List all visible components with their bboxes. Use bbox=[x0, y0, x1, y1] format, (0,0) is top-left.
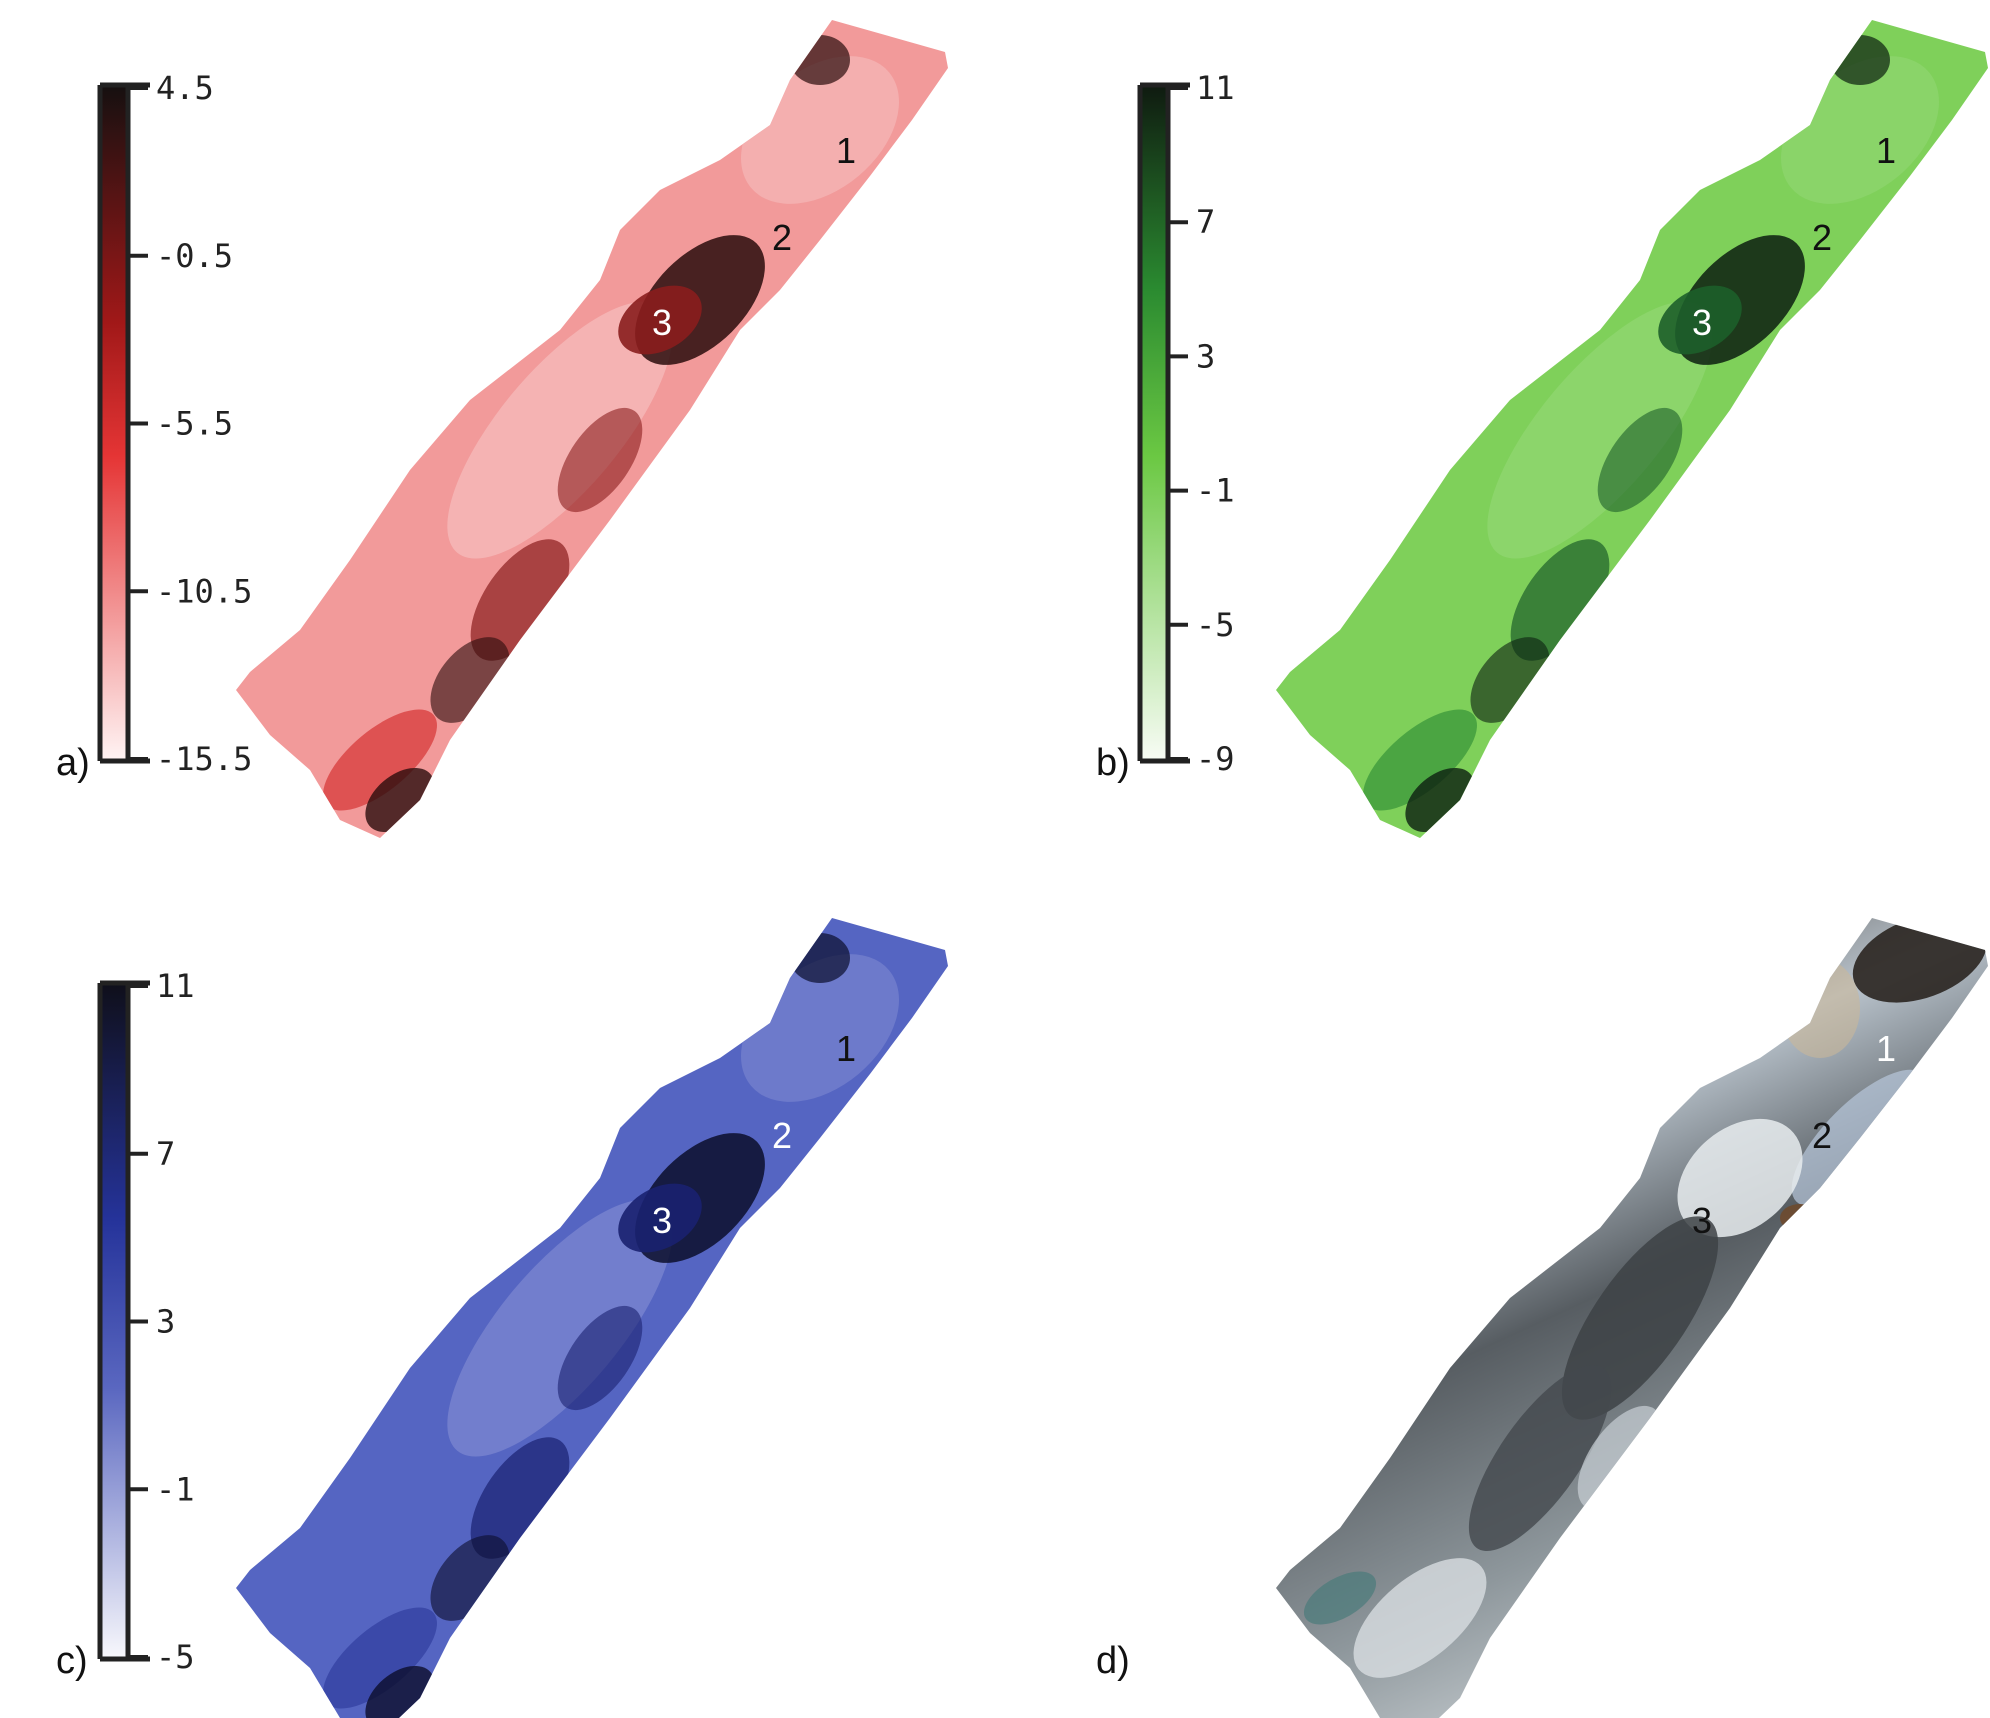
colorbar-tick-label: 3 bbox=[156, 1303, 175, 1341]
colorbar-tick-label: 7 bbox=[156, 1135, 175, 1173]
panel-a: 4.5 -0.5 -5.5 -10.5 -15.5 a) 1 2 3 bbox=[56, 20, 948, 845]
panel-d: d) 1 2 3 bbox=[1096, 896, 1990, 1718]
region-label-2: 2 bbox=[1812, 217, 1832, 258]
panel-label-d: d) bbox=[1096, 1640, 1130, 1682]
colorbar-tick-label: 4.5 bbox=[156, 69, 214, 107]
map-patch bbox=[1830, 35, 1890, 85]
region-label-3: 3 bbox=[1692, 1200, 1712, 1241]
region-label-1: 1 bbox=[836, 130, 856, 171]
map-patch bbox=[1780, 958, 1860, 1058]
colorbar-c bbox=[100, 983, 128, 1659]
colorbar-tick-label: -15.5 bbox=[156, 740, 252, 778]
colorbar-tick-label: 11 bbox=[156, 967, 195, 1005]
map-patch bbox=[1780, 1204, 1820, 1232]
region-label-2: 2 bbox=[1812, 1115, 1832, 1156]
colorbar-tick-label: 3 bbox=[1196, 337, 1215, 375]
colorbar-tick-label: -1 bbox=[1196, 472, 1235, 510]
region-label-3: 3 bbox=[652, 1200, 672, 1241]
colorbar-tick-label: -10.5 bbox=[156, 572, 252, 610]
colorbar-tick-label: -0.5 bbox=[156, 237, 233, 275]
colorbar-a-ticks: 4.5 -0.5 -5.5 -10.5 -15.5 bbox=[128, 69, 252, 778]
colorbar-b bbox=[1140, 85, 1168, 761]
region-label-3: 3 bbox=[652, 302, 672, 343]
colorbar-a bbox=[100, 85, 128, 761]
colorbar-tick-label: -9 bbox=[1196, 740, 1235, 778]
panel-b: 11 7 3 -1 -5 -9 b) 1 2 3 bbox=[1096, 20, 1988, 845]
panel-label-c: c) bbox=[56, 1640, 88, 1682]
colorbar-c-ticks: 11 7 3 -1 -5 bbox=[128, 967, 195, 1676]
colorbar-tick-label: 7 bbox=[1196, 203, 1215, 241]
panel-c: 11 7 3 -1 -5 c) 1 2 3 bbox=[56, 918, 948, 1718]
panel-label-a: a) bbox=[56, 742, 90, 784]
region-label-2: 2 bbox=[772, 217, 792, 258]
region-label-1: 1 bbox=[836, 1028, 856, 1069]
map-patch bbox=[790, 933, 850, 983]
colorbar-tick-label: -5 bbox=[1196, 606, 1235, 644]
colorbar-tick-label: -1 bbox=[156, 1470, 195, 1508]
colorbar-tick-label: -5 bbox=[156, 1638, 195, 1676]
map-patch bbox=[790, 35, 850, 85]
map-a-patches bbox=[307, 26, 927, 845]
region-label-2: 2 bbox=[772, 1115, 792, 1156]
map-b-patches bbox=[1347, 26, 1967, 845]
panel-label-b: b) bbox=[1096, 742, 1130, 784]
colorbar-tick-label: 11 bbox=[1196, 69, 1235, 107]
region-label-1: 1 bbox=[1876, 1028, 1896, 1069]
colorbar-b-ticks: 11 7 3 -1 -5 -9 bbox=[1168, 69, 1235, 778]
region-label-3: 3 bbox=[1692, 302, 1712, 343]
region-label-1: 1 bbox=[1876, 130, 1896, 171]
colorbar-tick-label: -5.5 bbox=[156, 405, 233, 443]
